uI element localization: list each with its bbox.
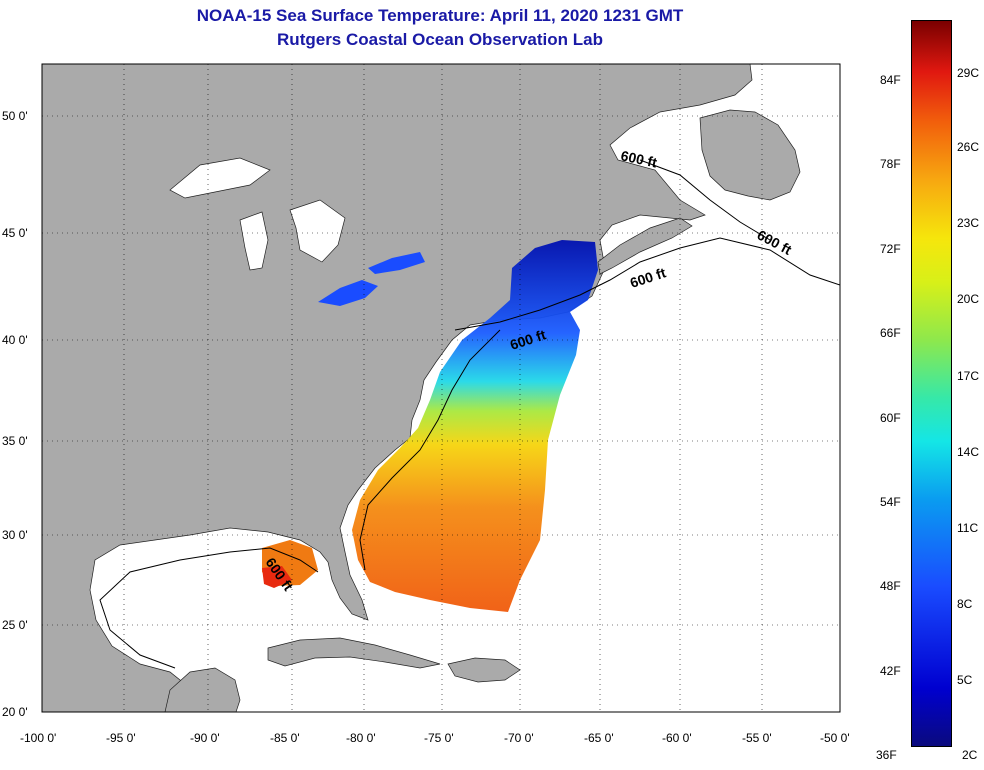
isobath-600ft-shelf xyxy=(359,329,501,571)
land-cuba xyxy=(267,637,441,669)
cbar-c-5: 5C xyxy=(957,673,973,687)
cbar-c-2: 2C xyxy=(962,748,978,762)
land-hispaniola xyxy=(447,657,521,683)
map-title: NOAA-15 Sea Surface Temperature: April 1… xyxy=(196,6,684,25)
x-tick-85: -85 0' xyxy=(270,731,300,745)
cbar-f-66: 66F xyxy=(880,326,901,340)
cbar-f-42: 42F xyxy=(880,664,901,678)
y-tick-20: 20 0' xyxy=(2,705,28,719)
cbar-f-48: 48F xyxy=(880,579,901,593)
y-tick-25: 25 0' xyxy=(2,618,28,632)
isobath-600ft-gulf xyxy=(99,547,319,669)
cbar-f-60: 60F xyxy=(880,411,901,425)
lake-superior xyxy=(169,157,271,199)
gulf-sst-warm xyxy=(262,566,292,588)
cbar-c-11: 11C xyxy=(957,521,979,535)
cbar-f-84: 84F xyxy=(880,73,901,87)
cbar-f-54: 54F xyxy=(880,495,901,509)
contour-label-600ft-1: 600 ft xyxy=(619,147,658,170)
land-north-america xyxy=(42,64,753,712)
y-tick-50: 50 0' xyxy=(2,109,28,123)
y-tick-45: 45 0' xyxy=(2,226,28,240)
x-tick-95: -95 0' xyxy=(106,731,136,745)
x-tick-70: -70 0' xyxy=(504,731,534,745)
cbar-c-20: 20C xyxy=(957,292,980,306)
map-subtitle: Rutgers Coastal Ocean Observation Lab xyxy=(277,30,603,49)
isobath-600ft-north xyxy=(454,237,840,331)
cbar-f-72: 72F xyxy=(880,242,901,256)
color-scale-bar xyxy=(911,20,952,747)
land-yucatan xyxy=(164,667,241,712)
map-frame xyxy=(41,63,841,713)
cbar-f-78: 78F xyxy=(880,157,901,171)
x-tick-55: -55 0' xyxy=(742,731,772,745)
sst-swath xyxy=(352,240,598,612)
cbar-c-8: 8C xyxy=(957,597,973,611)
x-tick-65: -65 0' xyxy=(584,731,614,745)
cbar-c-29: 29C xyxy=(957,66,980,80)
y-tick-30: 30 0' xyxy=(2,528,28,542)
land-nova-scotia xyxy=(597,217,693,275)
lake-ontario-sst xyxy=(368,252,425,274)
cbar-c-17: 17C xyxy=(957,369,980,383)
lake-erie-sst xyxy=(318,280,378,306)
x-tick-80: -80 0' xyxy=(346,731,376,745)
isobath-600ft-laurentian xyxy=(639,159,771,241)
x-tick-75: -75 0' xyxy=(424,731,454,745)
y-tick-40: 40 0' xyxy=(2,333,28,347)
cbar-c-23: 23C xyxy=(957,216,980,230)
lake-michigan xyxy=(239,211,269,271)
x-tick-100: -100 0' xyxy=(20,731,56,745)
graticule xyxy=(42,64,840,712)
y-tick-35: 35 0' xyxy=(2,434,28,448)
x-tick-90: -90 0' xyxy=(190,731,220,745)
land-newfoundland xyxy=(699,109,801,201)
x-tick-50: -50 0' xyxy=(820,731,850,745)
x-tick-60: -60 0' xyxy=(662,731,692,745)
cbar-f-36: 36F xyxy=(876,748,897,762)
lake-huron xyxy=(289,199,346,263)
cbar-c-14: 14C xyxy=(957,445,980,459)
cbar-c-26: 26C xyxy=(957,140,980,154)
